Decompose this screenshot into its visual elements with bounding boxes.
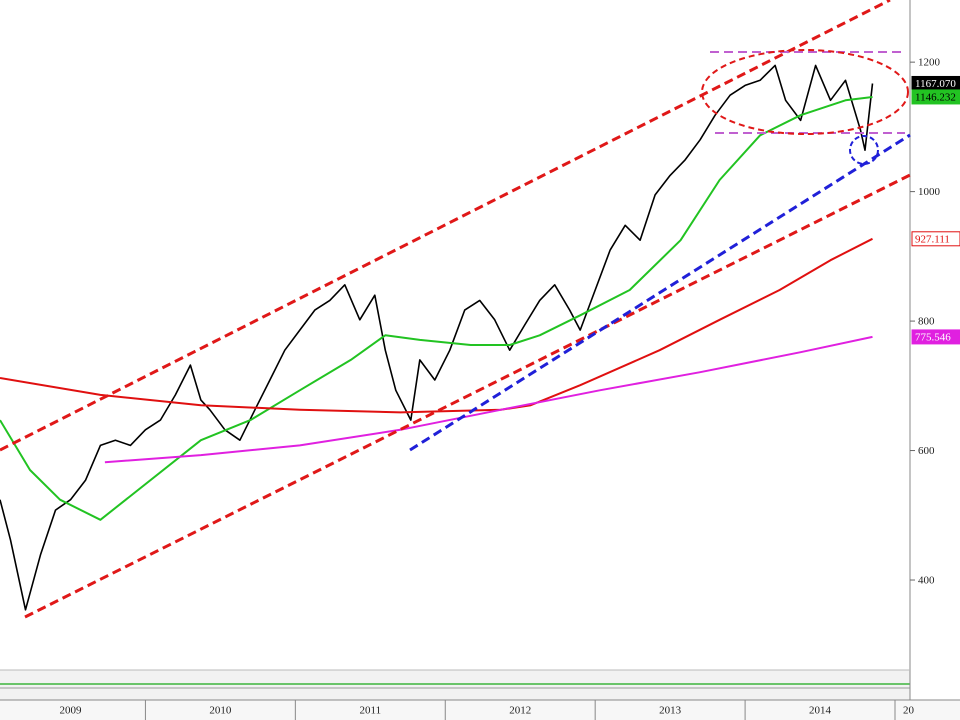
y-tick-label: 400: [918, 575, 935, 587]
x-axis-strip: [0, 700, 960, 720]
y-tick-label: 800: [918, 316, 935, 328]
y-tick-label: 1200: [918, 57, 941, 69]
series-line: [0, 96, 873, 521]
upper-channel-line: [0, 0, 891, 452]
value-tag-label: 1167.070: [915, 78, 956, 90]
value-tag-box: [911, 89, 960, 105]
lower-panel: [0, 670, 910, 700]
range-ellipse: [701, 49, 909, 135]
x-tick-label: 20: [903, 705, 915, 717]
x-tick-label: 2009: [59, 705, 82, 717]
support-line: [409, 133, 911, 452]
series-line: [104, 335, 873, 464]
x-tick-label: 2011: [359, 705, 381, 717]
series-line: [0, 237, 873, 414]
value-tag-box: [911, 329, 960, 345]
x-tick-label: 2012: [509, 705, 531, 717]
x-tick-label: 2013: [659, 705, 682, 717]
lower-channel-line: [24, 173, 911, 619]
y-tick-label: 600: [918, 445, 935, 457]
value-tag-box: [911, 231, 960, 247]
value-tag-label: 1146.232: [915, 91, 956, 103]
x-tick-label: 2010: [209, 705, 232, 717]
x-tick-label: 2014: [809, 705, 832, 717]
series-line: [0, 64, 874, 611]
annotations: [0, 0, 911, 619]
series-layer: [0, 64, 874, 611]
value-tag-label: 775.546: [915, 331, 951, 343]
value-tag-label: 927.111: [915, 233, 950, 245]
touch-circle: [849, 135, 879, 165]
y-tick-label: 1000: [918, 186, 941, 198]
